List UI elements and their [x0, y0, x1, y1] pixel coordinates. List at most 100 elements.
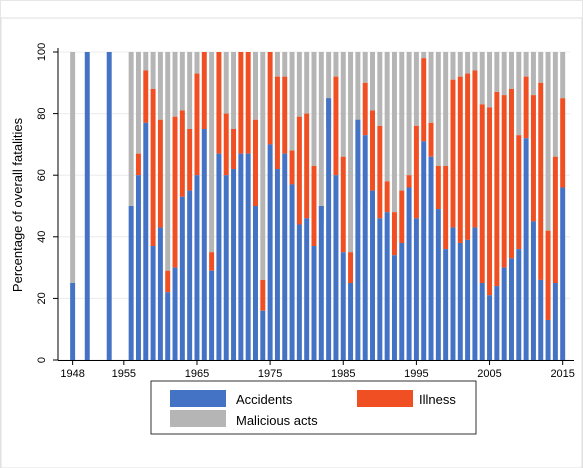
- bar-accidents: [245, 153, 251, 360]
- bar-malicious-acts: [487, 52, 493, 108]
- bar-malicious-acts: [560, 52, 566, 99]
- bar-illness: [304, 113, 310, 219]
- y-tick-label: 40: [36, 231, 48, 243]
- bar-accidents: [260, 310, 266, 360]
- bar-illness: [421, 58, 427, 142]
- bar-accidents: [340, 252, 346, 360]
- bar-malicious-acts: [318, 52, 324, 222]
- y-tick-label: 100: [36, 43, 48, 61]
- bar-accidents: [428, 156, 434, 360]
- bar-malicious-acts: [172, 52, 178, 117]
- bar-malicious-acts: [70, 52, 76, 283]
- bar-accidents: [274, 169, 280, 360]
- bar-accidents: [157, 227, 163, 360]
- bar-accidents: [465, 239, 471, 360]
- bar-malicious-acts: [311, 52, 317, 166]
- bar-accidents: [201, 129, 207, 360]
- bar-illness: [501, 95, 507, 268]
- bar-malicious-acts: [399, 52, 405, 191]
- bar-malicious-acts: [326, 52, 332, 129]
- y-tick-label: 60: [36, 169, 48, 181]
- bar-illness: [384, 181, 390, 213]
- bar-accidents: [508, 258, 514, 360]
- bar-malicious-acts: [516, 52, 522, 136]
- bar-accidents: [377, 218, 383, 360]
- bar-malicious-acts: [377, 52, 383, 126]
- bar-accidents: [289, 184, 295, 360]
- x-tick-label: 1965: [185, 368, 209, 380]
- bar-accidents: [311, 246, 317, 360]
- bar-illness: [187, 129, 193, 191]
- bar-accidents: [487, 295, 493, 360]
- bar-illness: [362, 82, 368, 136]
- bar-accidents: [391, 255, 397, 360]
- bar-accidents: [333, 175, 339, 360]
- bar-malicious-acts: [413, 52, 419, 126]
- bar-accidents: [552, 283, 558, 360]
- legend-swatch-illness: [357, 390, 413, 407]
- bar-illness: [267, 52, 273, 145]
- bar-malicious-acts: [472, 52, 478, 71]
- bar-accidents: [106, 52, 112, 360]
- bar-illness: [172, 116, 178, 268]
- x-tick-label: 1955: [112, 368, 136, 380]
- bar-illness: [296, 116, 302, 225]
- bar-illness: [545, 230, 551, 320]
- bar-accidents: [421, 141, 427, 360]
- bar-accidents: [179, 196, 185, 360]
- bar-illness: [377, 125, 383, 219]
- bar-malicious-acts: [538, 52, 544, 83]
- bar-malicious-acts: [370, 52, 376, 111]
- bar-illness: [231, 129, 237, 170]
- bar-malicious-acts: [296, 52, 302, 117]
- x-tick-label: 1995: [404, 368, 428, 380]
- bar-accidents: [326, 98, 332, 360]
- legend-label-illness: Illness: [419, 392, 456, 407]
- bar-illness: [530, 95, 536, 222]
- bar-accidents: [296, 224, 302, 360]
- bar-illness: [538, 82, 544, 280]
- bar-illness: [311, 165, 317, 247]
- bar-malicious-acts: [340, 52, 346, 157]
- bar-illness: [552, 156, 558, 283]
- bar-malicious-acts: [552, 52, 558, 157]
- bar-malicious-acts: [143, 52, 149, 71]
- bar-illness: [450, 79, 456, 228]
- bar-accidents: [450, 227, 456, 360]
- bar-accidents: [523, 138, 529, 360]
- x-tick-label: 1948: [60, 368, 84, 380]
- bar-illness: [523, 76, 529, 139]
- y-axis-title: Percentage of overall fatalities: [10, 117, 25, 292]
- bar-illness: [494, 92, 500, 287]
- bar-malicious-acts: [187, 52, 193, 129]
- legend: Accidents Illness Malicious acts: [150, 380, 477, 435]
- bar-malicious-acts: [421, 52, 427, 59]
- bar-illness: [223, 113, 229, 176]
- bar-illness: [413, 125, 419, 219]
- bar-illness: [209, 252, 215, 271]
- bar-illness: [165, 270, 171, 293]
- bar-accidents: [538, 279, 544, 360]
- bar-malicious-acts: [209, 52, 215, 253]
- bar-accidents: [143, 122, 149, 360]
- bar-accidents: [362, 135, 368, 360]
- y-tick-label: 0: [36, 357, 48, 363]
- bar-illness: [348, 252, 354, 283]
- bar-malicious-acts: [289, 52, 295, 151]
- bar-accidents: [70, 283, 76, 360]
- bar-accidents: [435, 209, 441, 360]
- bar-accidents: [406, 187, 412, 360]
- bar-illness: [157, 119, 163, 228]
- bar-malicious-acts: [194, 52, 200, 74]
- y-tick-label: 80: [36, 107, 48, 119]
- bar-illness: [399, 190, 405, 243]
- bar-malicious-acts: [465, 52, 471, 74]
- legend-swatch-accidents: [170, 390, 226, 407]
- bar-illness: [465, 73, 471, 240]
- bar-illness: [457, 76, 463, 243]
- bar-malicious-acts: [274, 52, 280, 77]
- bar-malicious-acts: [252, 52, 258, 120]
- bar-illness: [150, 88, 156, 247]
